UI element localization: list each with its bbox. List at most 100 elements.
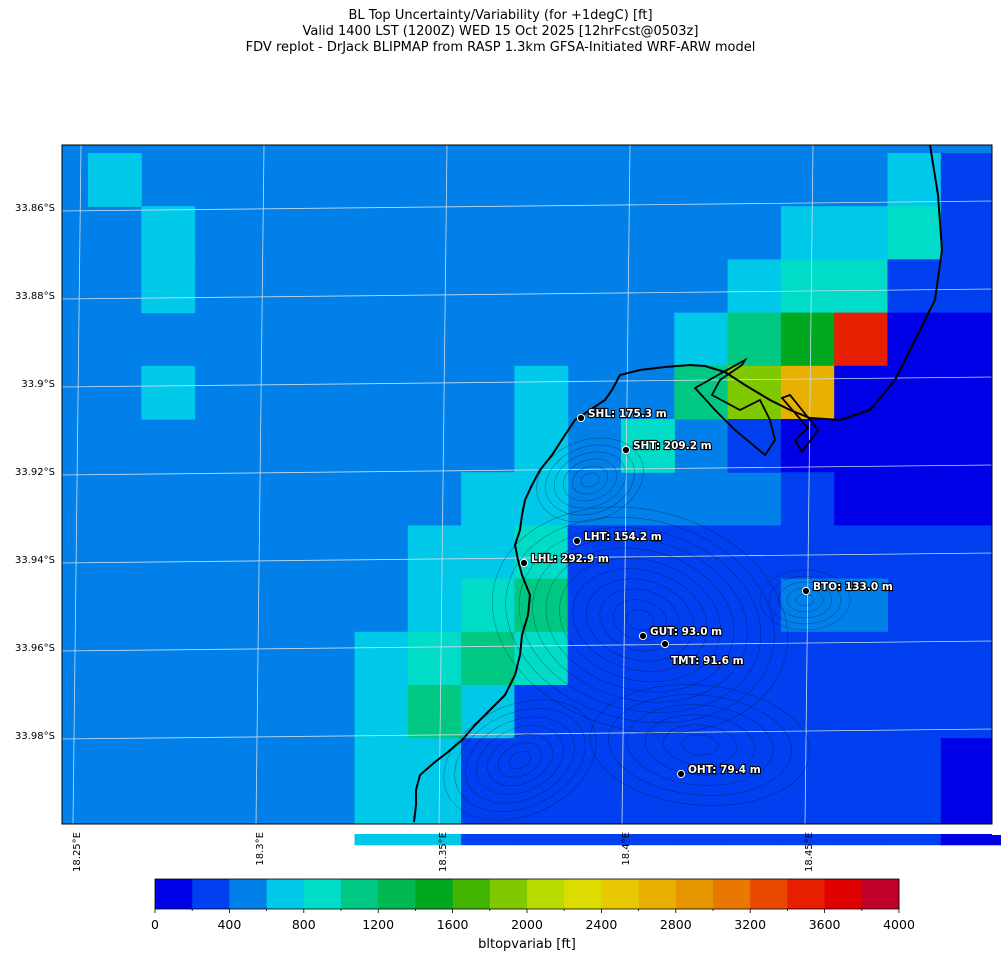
- lat-line: [61, 288, 993, 300]
- colorbar-tick-label: 2000: [511, 917, 543, 932]
- colorbar-swatch: [787, 879, 825, 909]
- colorbar-swatch: [713, 879, 751, 909]
- contour-line: [545, 547, 735, 693]
- lon-label: 18.45°E: [804, 832, 815, 872]
- contour-line: [476, 725, 564, 795]
- grid-cell: [621, 685, 675, 739]
- grid-cell: [674, 791, 729, 846]
- colorbar-swatch: [266, 879, 305, 909]
- contour-line: [777, 581, 833, 619]
- lon-line: [72, 144, 82, 825]
- grid-cell: [727, 791, 782, 846]
- mask-top: [0, 120, 1001, 145]
- grid-cell: [621, 578, 675, 633]
- colorbar-tick-label: 3200: [734, 917, 766, 932]
- contour-line: [508, 751, 532, 769]
- grid-cell: [940, 259, 995, 314]
- grid-cell: [514, 738, 569, 792]
- lon-label: 18.3°E: [255, 832, 266, 866]
- colorbar-swatch: [192, 879, 230, 909]
- station-label: SHT: 209.2 m: [633, 440, 712, 452]
- title-block: BL Top Uncertainty/Variability (for +1de…: [0, 8, 1001, 56]
- mask-bottom: [0, 824, 1001, 834]
- grid-cell: [834, 631, 889, 686]
- grid-cell: [674, 631, 729, 686]
- colorbar-tick-label: 1600: [437, 917, 469, 932]
- grid-cell: [354, 685, 409, 739]
- grid-cell: [887, 206, 942, 260]
- stations: SHL: 175.3 m SHT: 209.2 m LHT: 154.2 m LHL:…: [519, 407, 894, 779]
- grid-cell: [461, 525, 515, 580]
- lat-label: 33.88°S: [15, 291, 55, 302]
- grid-cell: [674, 312, 729, 367]
- grid-cell: [887, 685, 942, 739]
- grid-cell: [834, 525, 889, 580]
- colorbar-tick-label: 3600: [809, 917, 841, 932]
- grid-cell: [407, 631, 462, 686]
- colorbar-swatch: [824, 879, 863, 909]
- grid-cell: [780, 685, 835, 739]
- contour-line: [681, 734, 719, 756]
- lon-label: 18.25°E: [72, 832, 83, 872]
- lon-label: 18.4°E: [621, 832, 632, 866]
- grid-cell: [780, 206, 835, 260]
- grid-cell: [940, 791, 995, 846]
- grid-cell: [834, 472, 889, 526]
- contour-line: [571, 465, 609, 495]
- grid-cell: [514, 365, 569, 420]
- station-marker: [621, 445, 631, 455]
- lon-line: [438, 144, 448, 825]
- colorbar-swatch: [601, 879, 639, 909]
- grid-cell: [674, 578, 729, 633]
- station-marker: [660, 639, 670, 649]
- grid-cell: [141, 206, 196, 260]
- lat-line: [61, 640, 993, 652]
- grid-cell: [940, 206, 995, 260]
- colorbar-swatch: [155, 879, 193, 909]
- grid-cell: [780, 365, 835, 420]
- contour-line: [768, 575, 842, 625]
- station-label: GUT: 93.0 m: [650, 626, 722, 638]
- colorbar-swatch: [750, 879, 788, 909]
- grid-cell: [887, 578, 942, 633]
- grid-cell: [567, 738, 622, 792]
- contour-line: [626, 609, 654, 631]
- lat-label: 33.9°S: [21, 379, 55, 390]
- colorbar-swatch: [229, 879, 267, 909]
- colorbar-tick-label: 2400: [585, 917, 617, 932]
- contour-line: [559, 558, 721, 682]
- grid-cell: [727, 685, 782, 739]
- station-label: SHL: 175.3 m: [588, 408, 667, 420]
- grid-cell: [354, 631, 409, 686]
- grid-cell: [567, 631, 622, 686]
- grid-cell: [834, 419, 889, 473]
- grid-cell: [940, 312, 995, 367]
- grid-cell: [727, 312, 782, 367]
- grid-cell: [567, 525, 622, 580]
- grid-cell: [621, 419, 675, 473]
- colorbar-label: bltopvariab [ft]: [478, 937, 576, 952]
- colorbar-tick-label: 400: [217, 917, 241, 932]
- grid-cell: [674, 738, 729, 792]
- grid-cell: [461, 472, 515, 526]
- contour-line: [492, 506, 788, 734]
- grid-cell: [514, 525, 569, 580]
- contour-line: [644, 714, 756, 776]
- grid-cell: [514, 631, 569, 686]
- grid-cell: [514, 578, 569, 633]
- station-marker: [519, 558, 529, 568]
- grid-cell: [407, 578, 462, 633]
- grid-cell: [727, 525, 782, 580]
- colorbar-tick-label: 4000: [883, 917, 915, 932]
- colorbar-tick-label: 1200: [362, 917, 394, 932]
- grid-cell: [940, 685, 995, 739]
- grid-cells: [0, 120, 1001, 846]
- title-line-1: BL Top Uncertainty/Variability (for +1de…: [348, 8, 653, 23]
- grid-cell: [834, 738, 889, 792]
- grid-cell: [834, 578, 889, 633]
- grid-cell: [834, 259, 889, 314]
- grid-cell: [940, 525, 995, 580]
- grid-cell: [940, 472, 995, 526]
- grid-cell: [514, 791, 569, 846]
